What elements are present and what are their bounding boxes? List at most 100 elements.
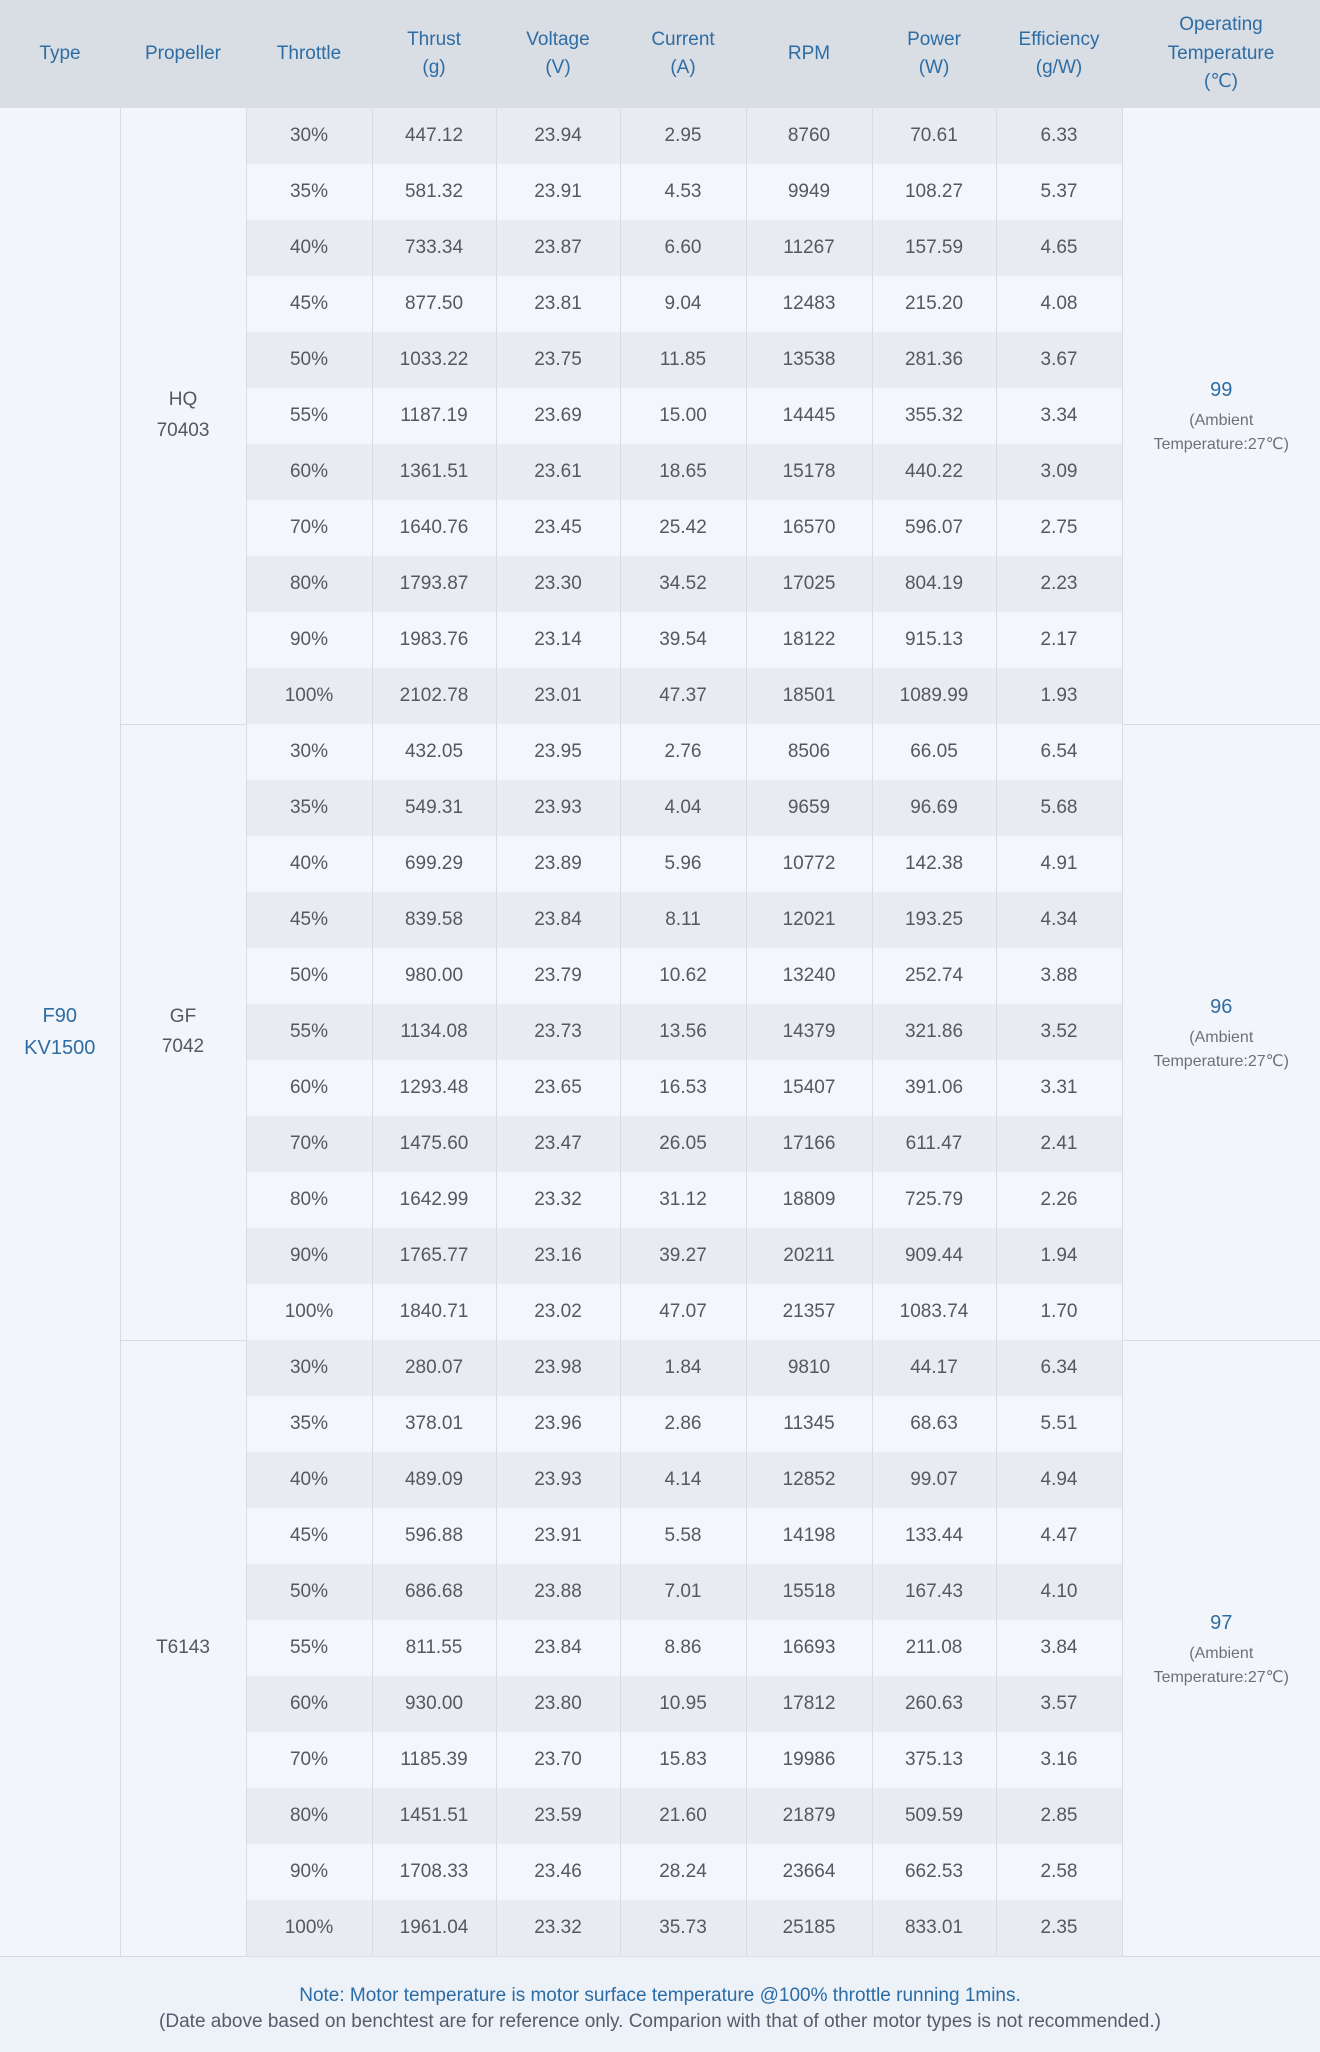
thrust-cell: 1293.48 [371,1060,496,1116]
power-cell: 70.61 [871,108,996,164]
voltage-cell: 23.47 [495,1116,620,1172]
power-cell: 662.53 [871,1844,996,1900]
rpm-cell: 15407 [745,1060,872,1116]
voltage-cell: 23.32 [495,1172,620,1228]
thrust-cell: 811.55 [371,1620,496,1676]
throttle-cell: 30% [245,108,372,164]
power-cell: 167.43 [871,1564,996,1620]
voltage-cell: 23.84 [495,892,620,948]
power-cell: 215.20 [871,276,996,332]
power-cell: 44.17 [871,1340,996,1396]
table-row: 45% 596.88 23.91 5.58 14198 133.44 4.47 [0,1508,1320,1564]
operating-temperature-cell: 96 (Ambient Temperature:27℃) [1121,724,1320,1341]
thrust-cell: 1451.51 [371,1788,496,1844]
current-cell: 8.86 [619,1620,746,1676]
rpm-cell: 8506 [745,724,872,780]
thrust-cell: 1361.51 [371,444,496,500]
current-cell: 47.37 [619,668,746,724]
power-cell: 1089.99 [871,668,996,724]
thrust-cell: 1185.39 [371,1732,496,1788]
header-operating-temperature: Operating Temperature (℃) [1122,0,1320,108]
table-row: 100% 1961.04 23.32 35.73 25185 833.01 2.35 [0,1900,1320,1957]
current-cell: 11.85 [619,332,746,388]
efficiency-cell: 2.23 [995,556,1122,612]
voltage-cell: 23.89 [495,836,620,892]
table-row: 70% 1475.60 23.47 26.05 17166 611.47 2.41 [0,1116,1320,1172]
thrust-cell: 1642.99 [371,1172,496,1228]
throttle-cell: 50% [245,332,372,388]
voltage-cell: 23.16 [495,1228,620,1284]
throttle-cell: 70% [245,1116,372,1172]
voltage-cell: 23.81 [495,276,620,332]
throttle-cell: 100% [245,1900,372,1957]
type-cell: F90 KV1500 [0,108,120,1957]
header-thrust: Thrust (g) [372,0,496,108]
rpm-cell: 16693 [745,1620,872,1676]
throttle-cell: 35% [245,780,372,836]
rpm-cell: 8760 [745,108,872,164]
header-voltage: Voltage (V) [496,0,620,108]
current-cell: 10.62 [619,948,746,1004]
operating-temperature-cell: 99 (Ambient Temperature:27℃) [1121,108,1320,725]
rpm-cell: 11345 [745,1396,872,1452]
temperature-value: 99 [1210,379,1233,402]
efficiency-cell: 1.70 [995,1284,1122,1340]
throttle-cell: 90% [245,1844,372,1900]
table-row: 60% 1293.48 23.65 16.53 15407 391.06 3.31 [0,1060,1320,1116]
thrust-cell: 1033.22 [371,332,496,388]
table-row: 55% 1187.19 23.69 15.00 14445 355.32 3.34 [0,388,1320,444]
power-cell: 804.19 [871,556,996,612]
throttle-cell: 70% [245,500,372,556]
propeller-cell: T6143 [119,1340,246,1957]
power-cell: 833.01 [871,1900,996,1957]
rpm-cell: 15178 [745,444,872,500]
power-cell: 99.07 [871,1452,996,1508]
header-propeller: Propeller [120,0,246,108]
footer-note-line-2: (Date above based on benchtest are for r… [159,2010,1161,2032]
current-cell: 47.07 [619,1284,746,1340]
efficiency-cell: 4.10 [995,1564,1122,1620]
voltage-cell: 23.46 [495,1844,620,1900]
rpm-cell: 18501 [745,668,872,724]
current-cell: 2.95 [619,108,746,164]
current-cell: 34.52 [619,556,746,612]
table-row: 60% 930.00 23.80 10.95 17812 260.63 3.57 [0,1676,1320,1732]
table-header: Type Propeller Throttle Thrust (g) Volta… [0,0,1320,108]
efficiency-cell: 3.34 [995,388,1122,444]
voltage-cell: 23.59 [495,1788,620,1844]
rpm-cell: 13538 [745,332,872,388]
table-row: 80% 1642.99 23.32 31.12 18809 725.79 2.26 [0,1172,1320,1228]
efficiency-cell: 6.34 [995,1340,1122,1396]
rpm-cell: 14379 [745,1004,872,1060]
power-cell: 596.07 [871,500,996,556]
ambient-temperature-note: (Ambient Temperature:27℃) [1153,412,1289,454]
current-cell: 4.04 [619,780,746,836]
voltage-cell: 23.61 [495,444,620,500]
header-current: Current (A) [620,0,746,108]
thrust-cell: 1765.77 [371,1228,496,1284]
temperature-value: 97 [1210,1611,1233,1634]
thrust-cell: 930.00 [371,1676,496,1732]
efficiency-cell: 2.17 [995,612,1122,668]
power-cell: 909.44 [871,1228,996,1284]
current-cell: 1.84 [619,1340,746,1396]
throttle-cell: 40% [245,1452,372,1508]
current-cell: 5.58 [619,1508,746,1564]
power-cell: 355.32 [871,388,996,444]
voltage-cell: 23.69 [495,388,620,444]
header-efficiency: Efficiency (g/W) [996,0,1122,108]
table-row: 90% 1765.77 23.16 39.27 20211 909.44 1.94 [0,1228,1320,1284]
table-row: 35% 549.31 23.93 4.04 9659 96.69 5.68 [0,780,1320,836]
voltage-cell: 23.01 [495,668,620,724]
efficiency-cell: 3.57 [995,1676,1122,1732]
efficiency-cell: 5.51 [995,1396,1122,1452]
voltage-cell: 23.93 [495,1452,620,1508]
efficiency-cell: 4.34 [995,892,1122,948]
rpm-cell: 23664 [745,1844,872,1900]
current-cell: 28.24 [619,1844,746,1900]
thrust-cell: 686.68 [371,1564,496,1620]
thrust-cell: 280.07 [371,1340,496,1396]
current-cell: 35.73 [619,1900,746,1957]
thrust-cell: 1134.08 [371,1004,496,1060]
rpm-cell: 21879 [745,1788,872,1844]
